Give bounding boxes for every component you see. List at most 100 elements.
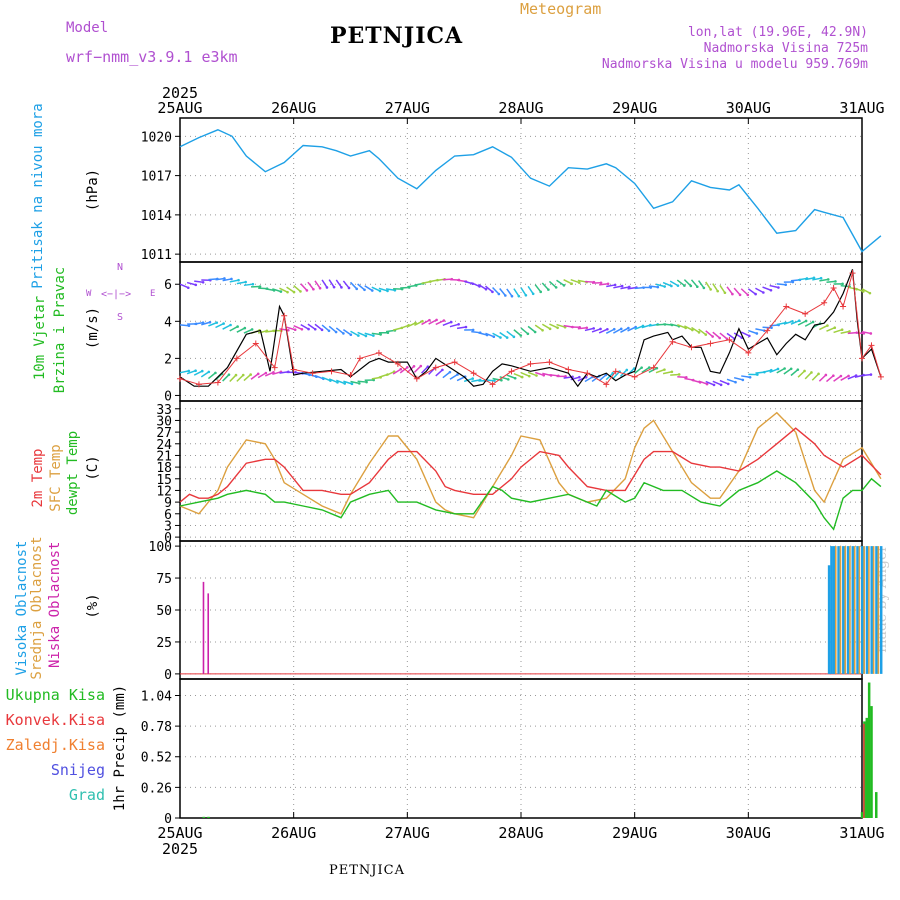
wind-arrow [769, 368, 779, 374]
wind-arrowhead [711, 335, 714, 338]
wind-arrowhead [379, 333, 383, 336]
y-tick-label: 0 [164, 531, 172, 546]
wind-speed-marker [603, 381, 610, 388]
wind-arrow [748, 329, 758, 335]
wind-speed-marker [859, 355, 865, 362]
wind-arrow [492, 332, 501, 339]
wind-arrowhead [201, 280, 205, 284]
wind-arrowhead [327, 329, 331, 333]
wind-speed-marker [375, 349, 382, 356]
wind-arrow [286, 286, 295, 293]
wind-speed-marker [281, 312, 288, 319]
wind-arrow [250, 373, 259, 380]
wind-arrow [257, 372, 267, 379]
wind-arrowhead [606, 327, 609, 331]
wind-arrowhead [505, 336, 509, 339]
wind-arrow [186, 281, 196, 286]
wind-speed-marker [356, 355, 363, 362]
precip-snow-label: Snijeg [50, 761, 105, 779]
wind-arrowhead [357, 334, 360, 337]
wind-arrow [357, 331, 367, 337]
wind-arrowhead [796, 368, 800, 371]
wind-arrow [598, 328, 608, 334]
wind-arrowhead [776, 367, 780, 371]
wind-arrowhead [419, 364, 423, 368]
wind-arrowhead [293, 328, 297, 332]
wind-arrow [307, 323, 316, 330]
wind-arrowhead [548, 327, 552, 331]
wind-arrowhead [554, 286, 558, 289]
wind-arrow [712, 380, 722, 386]
cloud-high-bar [879, 546, 883, 674]
wind-arrowhead [350, 382, 354, 386]
wind-arrowhead [819, 276, 823, 280]
wind-arrowhead [251, 282, 255, 286]
wind-arrowhead [358, 382, 361, 385]
wind-speed-marker [830, 284, 837, 291]
wind-arrow [421, 366, 429, 374]
wind-arrow [605, 328, 615, 335]
y-tick-label: 3 [164, 519, 172, 534]
wind-arrowhead [663, 285, 666, 288]
wind-speed-marker [470, 370, 477, 377]
wind-arrow [236, 374, 244, 382]
cloud-mid-bar [868, 546, 870, 674]
wind-arrow [847, 374, 857, 380]
wind-arrowhead [378, 289, 382, 293]
wind-arrowhead [577, 281, 581, 284]
wind-arrowhead [370, 289, 374, 292]
wind-arrowhead [599, 281, 603, 285]
wind-arrow [755, 328, 765, 332]
wind-arrowhead [847, 374, 850, 378]
wind-arrow [534, 284, 542, 293]
wind-arrowhead [824, 373, 828, 377]
precip-total-bar [207, 816, 210, 818]
wind-arrow [570, 278, 580, 284]
wind-arrowhead [342, 332, 345, 335]
wind-arrow [463, 377, 473, 383]
y-tick-label: 1020 [141, 130, 172, 145]
wind-arrow [541, 282, 549, 291]
wind-speed-marker [745, 349, 752, 356]
wind-arrow [797, 320, 807, 326]
footer-station: PETNJICA [329, 863, 405, 878]
wind-arrow [812, 277, 822, 281]
wind-arrowhead [517, 294, 521, 298]
wind-arrow [229, 374, 237, 383]
temp-2m-line [179, 427, 882, 503]
cloud-high-bar [832, 546, 836, 674]
x-tick-label-top: 31AUG [839, 99, 884, 117]
wind-arrowhead [756, 373, 759, 376]
wind-arrow [769, 284, 779, 289]
wind-arrowhead [734, 380, 737, 384]
wind-arrowhead [313, 327, 317, 331]
wind-arrowhead [723, 291, 727, 295]
wind-arrow [471, 379, 481, 383]
wind-arrow [200, 371, 210, 378]
wind-arrowhead [839, 374, 843, 378]
wind-arrowhead [697, 331, 701, 334]
y-tick-label: 6 [164, 508, 172, 523]
wind-arrowhead [705, 382, 709, 386]
wind-arrow [762, 369, 772, 374]
wind-arrow [762, 286, 772, 291]
y-tick-label: 9 [164, 496, 172, 511]
wind-arrowhead [869, 373, 873, 376]
y-tick-label: 1011 [141, 248, 172, 263]
y-tick-label: 50 [156, 604, 172, 619]
wind-arrow [534, 324, 543, 331]
wind-arrow [456, 326, 467, 330]
wind-arrowhead [222, 322, 225, 325]
cloud-mid-bar [839, 546, 842, 674]
wind-arrowhead [547, 288, 550, 291]
wind-speed-marker [631, 373, 638, 380]
wind-speed-marker [840, 303, 847, 310]
wind-arrowhead [236, 325, 239, 328]
wind-speed-marker [707, 340, 714, 347]
cloud-high-bar [861, 546, 864, 674]
wind-arrow [343, 380, 353, 385]
wind-arrowhead [230, 277, 233, 281]
lonlat-text: lon,lat (19.96E, 42.9N) [687, 25, 868, 40]
wind-arrowhead [364, 334, 368, 338]
precip-conv-label: Konvek.Kisa [5, 711, 105, 729]
